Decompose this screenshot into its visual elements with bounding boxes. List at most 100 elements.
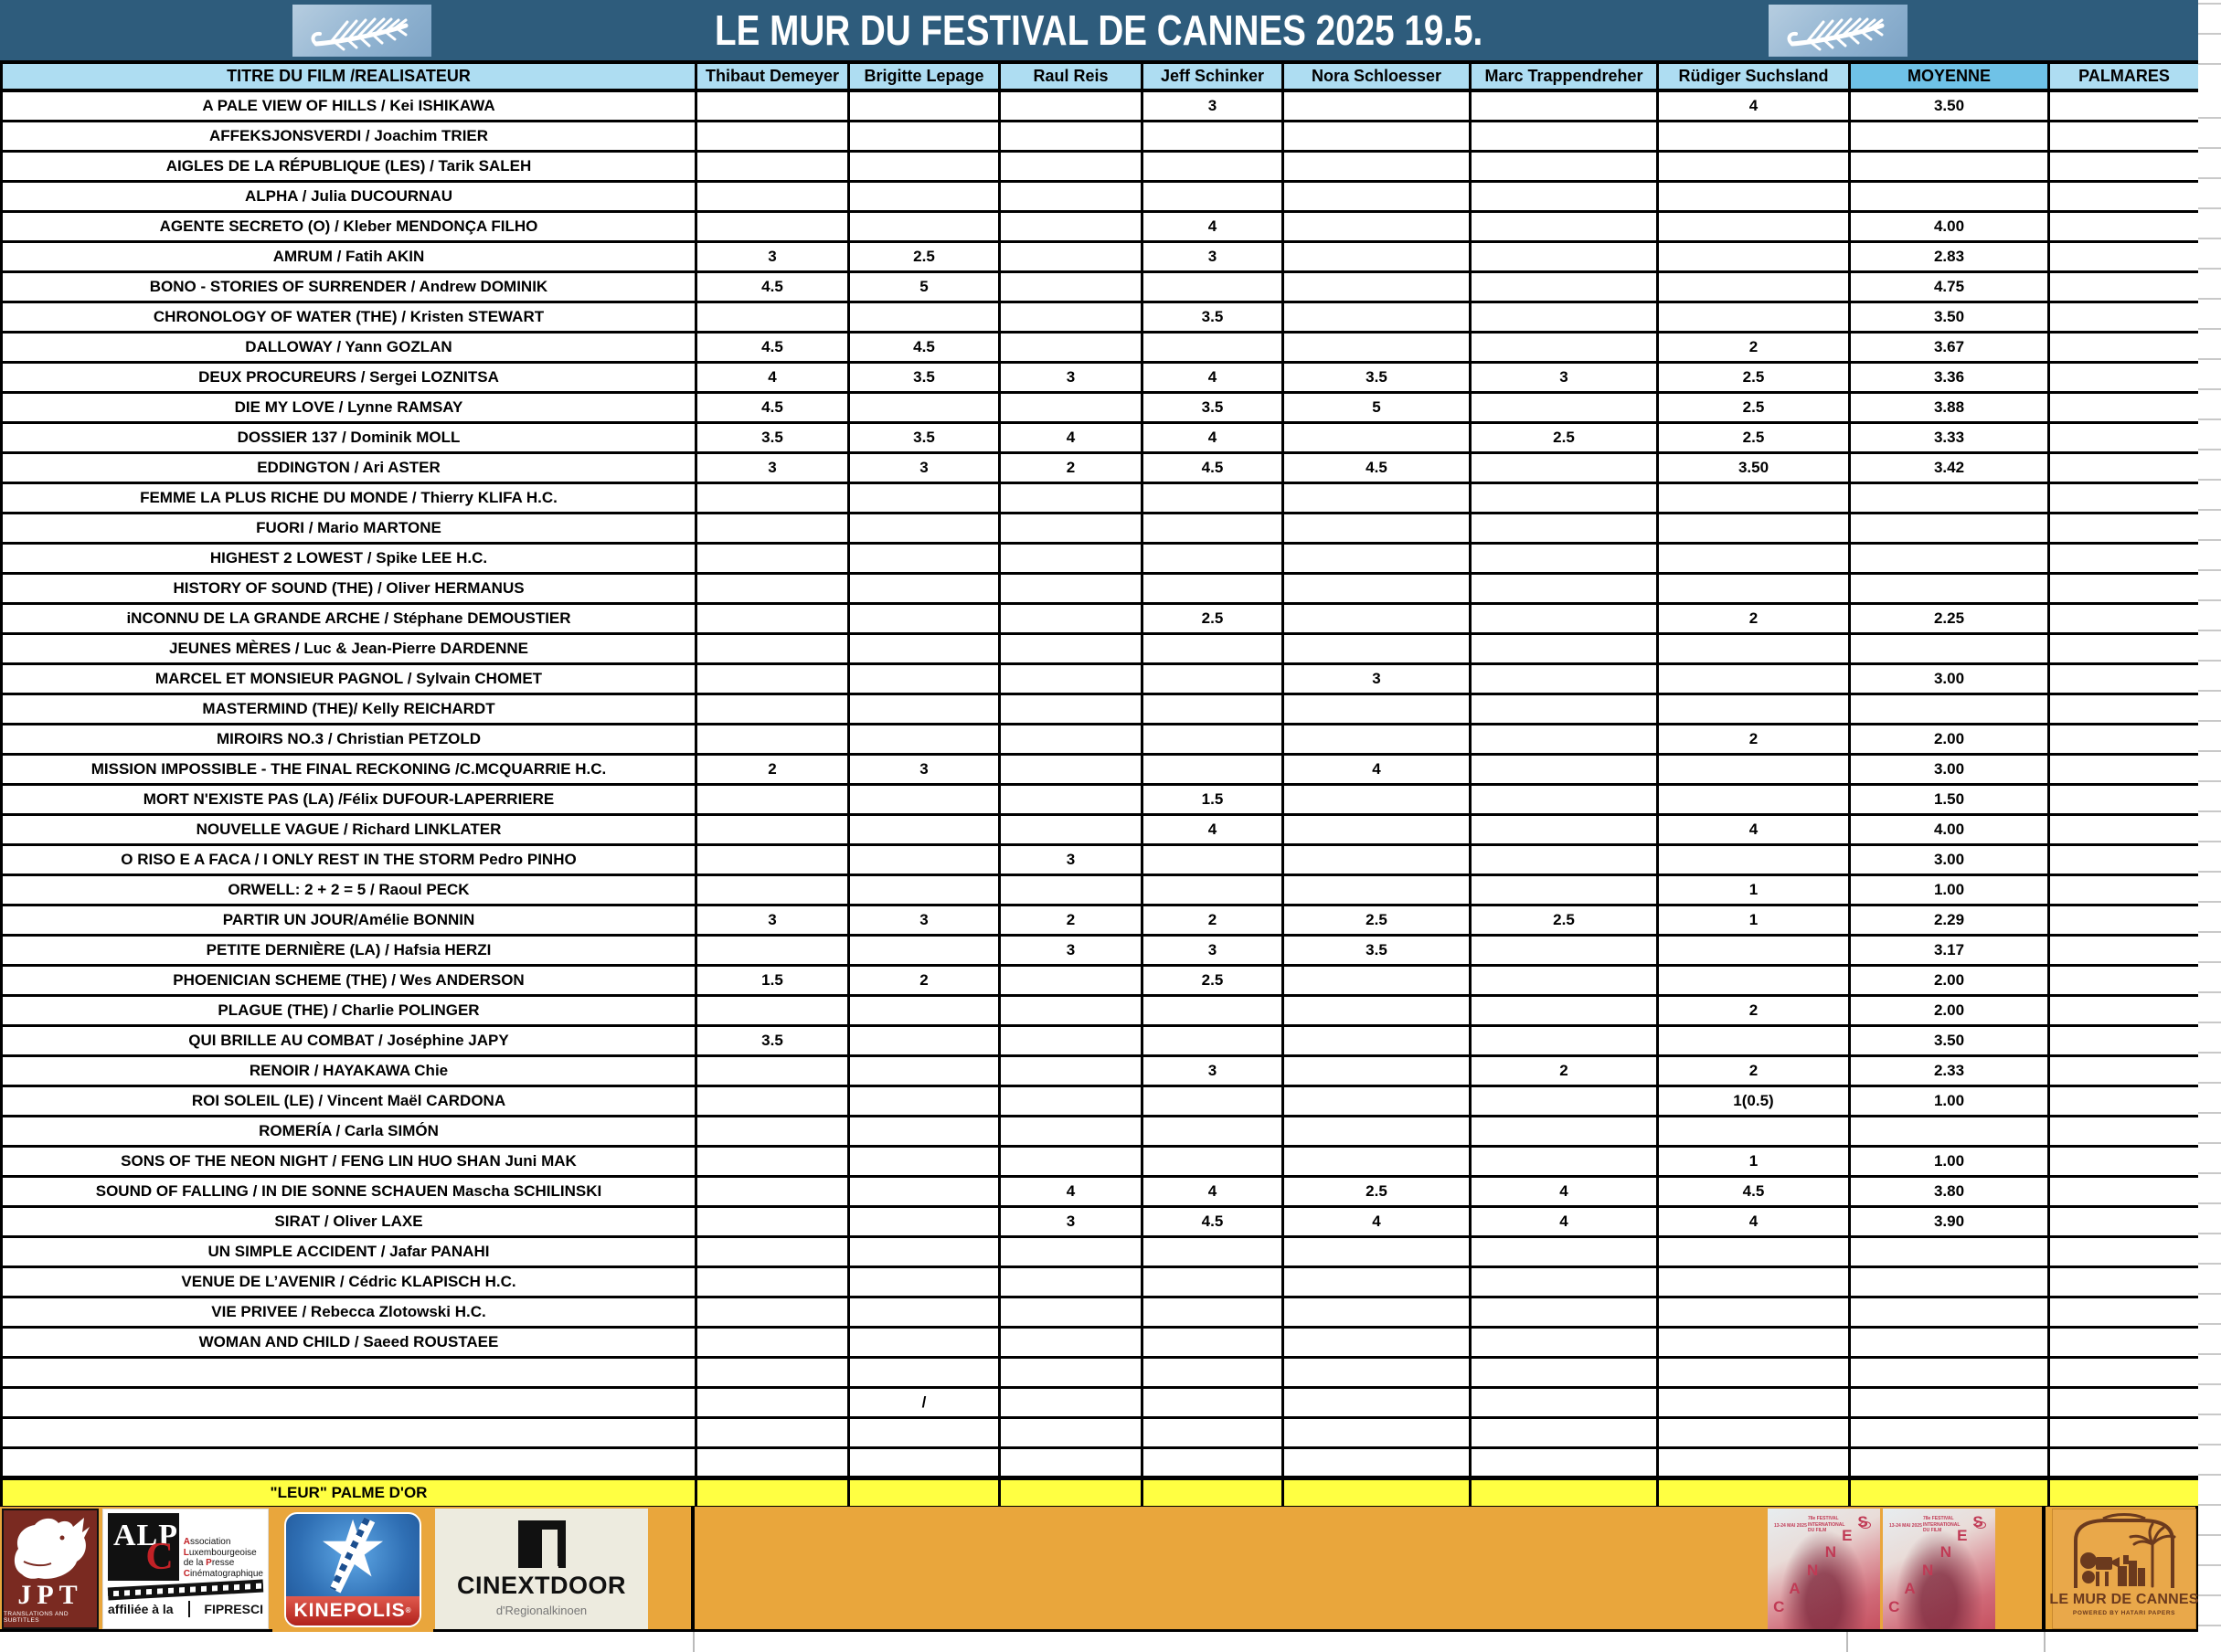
film-title-cell[interactable]: HISTORY OF SOUND (THE) / Oliver HERMANUS (0, 571, 697, 605)
rating-cell[interactable] (1281, 300, 1472, 334)
rating-cell[interactable] (695, 1234, 850, 1268)
film-title-cell[interactable]: iNCONNU DE LA GRANDE ARCHE / Stéphane DE… (0, 601, 697, 635)
rating-cell[interactable] (1469, 541, 1659, 575)
film-title-cell[interactable]: EDDINGTON / Ari ASTER (0, 450, 697, 484)
column-header-title[interactable]: TITRE DU FILM /REALISATEUR (0, 60, 697, 92)
film-title-cell[interactable]: AFFEKSJONSVERDI / Joachim TRIER (0, 119, 697, 153)
moyenne-cell[interactable]: 4.75 (1848, 270, 2050, 303)
rating-cell[interactable] (847, 1204, 1001, 1238)
palmares-cell[interactable] (2047, 722, 2201, 756)
palmares-cell[interactable] (2047, 752, 2201, 786)
moyenne-cell[interactable]: 4.00 (1848, 209, 2050, 243)
rating-cell[interactable]: 2.5 (1656, 360, 1851, 394)
rating-cell[interactable] (695, 1446, 850, 1479)
rating-cell[interactable] (1141, 1415, 1284, 1449)
moyenne-cell[interactable] (1848, 1325, 2050, 1359)
rating-cell[interactable]: 2 (1141, 903, 1284, 937)
rating-cell[interactable] (695, 722, 850, 756)
rating-cell[interactable] (1281, 1446, 1472, 1479)
rating-cell[interactable] (1469, 782, 1659, 816)
rating-cell[interactable] (847, 300, 1001, 334)
rating-cell[interactable] (998, 149, 1143, 183)
rating-cell[interactable]: 4.5 (695, 390, 850, 424)
rating-cell[interactable] (1656, 1446, 1851, 1479)
palmares-cell[interactable] (2047, 1114, 2201, 1148)
film-title-cell[interactable]: DALLOWAY / Yann GOZLAN (0, 330, 697, 364)
rating-cell[interactable] (695, 571, 850, 605)
rating-cell[interactable] (1656, 752, 1851, 786)
rating-cell[interactable] (1656, 842, 1851, 876)
rating-cell[interactable] (998, 89, 1143, 122)
rating-cell[interactable] (847, 1415, 1001, 1449)
rating-cell[interactable] (847, 149, 1001, 183)
rating-cell[interactable]: 4 (1656, 812, 1851, 846)
rating-cell[interactable] (695, 1144, 850, 1178)
film-title-cell[interactable]: "LEUR" PALME D'OR (0, 1475, 697, 1509)
rating-cell[interactable] (847, 1144, 1001, 1178)
palmares-cell[interactable] (2047, 812, 2201, 846)
palmares-cell[interactable] (2047, 209, 2201, 243)
rating-cell[interactable] (695, 119, 850, 153)
rating-cell[interactable] (1656, 1234, 1851, 1268)
rating-cell[interactable] (1656, 692, 1851, 725)
palmares-cell[interactable] (2047, 1174, 2201, 1208)
rating-cell[interactable] (1141, 873, 1284, 906)
rating-cell[interactable]: 4 (998, 1174, 1143, 1208)
moyenne-cell[interactable] (1848, 511, 2050, 545)
rating-cell[interactable] (1281, 1295, 1472, 1329)
rating-cell[interactable] (998, 601, 1143, 635)
rating-cell[interactable] (847, 1114, 1001, 1148)
rating-cell[interactable] (695, 812, 850, 846)
rating-cell[interactable] (1141, 1295, 1284, 1329)
rating-cell[interactable] (998, 1144, 1143, 1178)
rating-cell[interactable] (847, 119, 1001, 153)
rating-cell[interactable]: 4 (1141, 360, 1284, 394)
film-title-cell[interactable]: QUI BRILLE AU COMBAT / Joséphine JAPY (0, 1023, 697, 1057)
rating-cell[interactable] (695, 1385, 850, 1419)
palmares-cell[interactable] (2047, 450, 2201, 484)
rating-cell[interactable] (1656, 119, 1851, 153)
rating-cell[interactable] (1141, 1234, 1284, 1268)
moyenne-cell[interactable]: 3.50 (1848, 89, 2050, 122)
palmares-cell[interactable] (2047, 420, 2201, 454)
column-header-critic[interactable]: Raul Reis (998, 60, 1143, 92)
rating-cell[interactable]: 5 (847, 270, 1001, 303)
palmares-cell[interactable] (2047, 631, 2201, 665)
rating-cell[interactable] (1141, 119, 1284, 153)
rating-cell[interactable] (695, 933, 850, 967)
palmares-cell[interactable] (2047, 541, 2201, 575)
rating-cell[interactable] (998, 119, 1143, 153)
film-title-cell[interactable] (0, 1446, 697, 1479)
rating-cell[interactable] (695, 1295, 850, 1329)
palmares-cell[interactable] (2047, 993, 2201, 1027)
rating-cell[interactable] (1469, 963, 1659, 997)
rating-cell[interactable] (1281, 119, 1472, 153)
palmares-cell[interactable] (2047, 963, 2201, 997)
rating-cell[interactable] (1656, 1475, 1851, 1509)
rating-cell[interactable]: 1(0.5) (1656, 1084, 1851, 1117)
moyenne-cell[interactable]: 1.00 (1848, 873, 2050, 906)
rating-cell[interactable] (998, 692, 1143, 725)
rating-cell[interactable] (847, 390, 1001, 424)
palmares-cell[interactable] (2047, 1295, 2201, 1329)
moyenne-cell[interactable]: 3.80 (1848, 1174, 2050, 1208)
rating-cell[interactable] (1469, 89, 1659, 122)
moyenne-cell[interactable] (1848, 149, 2050, 183)
rating-cell[interactable] (847, 1355, 1001, 1389)
rating-cell[interactable] (695, 1114, 850, 1148)
rating-cell[interactable] (1469, 722, 1659, 756)
rating-cell[interactable] (695, 209, 850, 243)
rating-cell[interactable] (847, 933, 1001, 967)
palmares-cell[interactable] (2047, 1446, 2201, 1479)
column-header-palmares[interactable]: PALMARES (2047, 60, 2201, 92)
rating-cell[interactable] (1469, 571, 1659, 605)
film-title-cell[interactable]: DOSSIER 137 / Dominik MOLL (0, 420, 697, 454)
rating-cell[interactable]: 4 (695, 360, 850, 394)
rating-cell[interactable] (1141, 1355, 1284, 1389)
column-header-moyenne[interactable]: MOYENNE (1848, 60, 2050, 92)
rating-cell[interactable]: 2.5 (1281, 1174, 1472, 1208)
rating-cell[interactable] (1141, 1325, 1284, 1359)
rating-cell[interactable] (847, 631, 1001, 665)
rating-cell[interactable] (695, 481, 850, 514)
palmares-cell[interactable] (2047, 873, 2201, 906)
